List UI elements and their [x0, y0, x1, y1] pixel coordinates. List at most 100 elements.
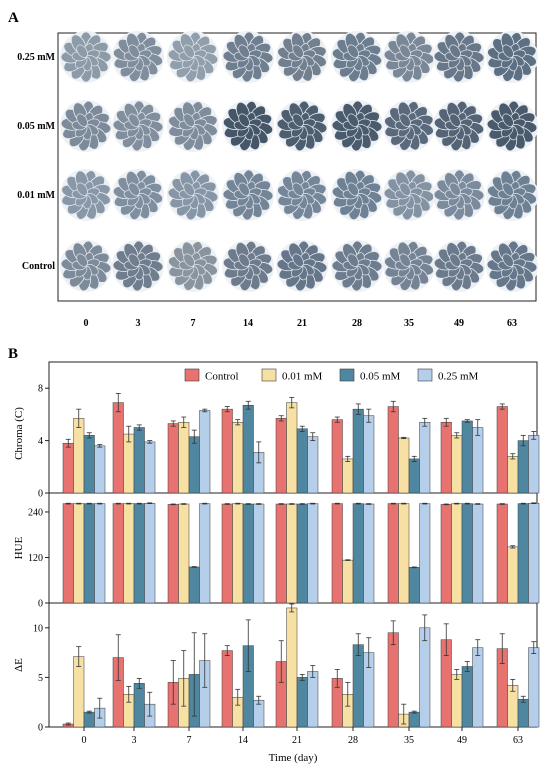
- bar: [199, 503, 211, 604]
- bar: [62, 442, 74, 494]
- x-tick-label: 14: [238, 735, 248, 746]
- seed-rosette-photo: [112, 100, 164, 152]
- seed-inner: [238, 253, 250, 267]
- bar: [507, 546, 519, 604]
- seed-rosette-photo: [383, 31, 435, 83]
- bar: [352, 408, 364, 494]
- seed-rosette-photo: [112, 169, 164, 221]
- seed-inner: [183, 113, 195, 127]
- bar: [408, 458, 420, 494]
- y-tick-label: 120: [28, 553, 43, 564]
- bar: [73, 656, 85, 728]
- seed-rosette-photo: [276, 169, 328, 221]
- seed-inner: [347, 253, 359, 267]
- bar: [461, 666, 473, 728]
- bar: [178, 422, 190, 494]
- seed-inner: [128, 182, 140, 196]
- seed-inner: [238, 113, 250, 127]
- seed-inner: [128, 44, 140, 58]
- bar: [253, 503, 265, 604]
- bar: [112, 402, 124, 494]
- bar: [123, 503, 135, 604]
- bar: [242, 503, 254, 604]
- seed-rosette-photo: [433, 169, 485, 221]
- seed-rosette-photo: [331, 31, 383, 83]
- bar: [83, 435, 95, 494]
- bar: [472, 503, 484, 604]
- x-tick-label: 7: [187, 735, 192, 746]
- seed-rosette-photo: [276, 31, 328, 83]
- bar: [517, 503, 529, 604]
- seed-inner: [399, 44, 411, 58]
- seed-inner: [399, 113, 411, 127]
- bar: [472, 647, 484, 728]
- seed-rosette-photo: [433, 31, 485, 83]
- column-label: 63: [507, 318, 517, 329]
- bar: [387, 632, 399, 728]
- bar: [419, 503, 431, 604]
- seed-inner: [238, 44, 250, 58]
- bar: [286, 402, 298, 494]
- bar: [419, 422, 431, 494]
- seed-rosette-photo: [60, 240, 112, 292]
- bar: [167, 423, 179, 494]
- bar: [461, 503, 473, 604]
- bar: [199, 410, 211, 494]
- seed-rosette-photo: [167, 100, 219, 152]
- legend-label: 0.25 mM: [438, 371, 479, 383]
- bar: [73, 503, 85, 604]
- legend-label: Control: [205, 371, 239, 383]
- bar: [133, 503, 145, 604]
- seed-inner: [449, 44, 461, 58]
- bar: [133, 683, 145, 728]
- column-label: 28: [352, 318, 362, 329]
- seed-rosette-photo: [167, 31, 219, 83]
- seed-rosette-photo: [112, 31, 164, 83]
- bar: [232, 422, 244, 494]
- bar: [342, 559, 354, 604]
- legend-swatch: [261, 368, 277, 382]
- x-tick-label: 3: [132, 735, 137, 746]
- y-axis-title: ΔE: [13, 658, 25, 672]
- y-tick-label: 8: [38, 384, 43, 395]
- seed-rosette-photo: [383, 169, 435, 221]
- legend-entry: Control: [184, 368, 239, 383]
- bar: [275, 503, 287, 604]
- bar: [528, 435, 540, 494]
- bar: [528, 647, 540, 728]
- bar: [112, 503, 124, 604]
- bar: [144, 441, 156, 494]
- seed-inner: [449, 253, 461, 267]
- bar: [451, 674, 463, 728]
- bar: [144, 502, 156, 604]
- legend-entry: 0.01 mM: [261, 368, 323, 383]
- column-label: 14: [243, 318, 253, 329]
- seed-inner: [292, 113, 304, 127]
- x-tick-label: 21: [292, 735, 302, 746]
- seed-rosette-photo: [486, 169, 538, 221]
- seed-rosette-photo: [276, 100, 328, 152]
- bar: [528, 502, 540, 604]
- seed-inner: [292, 44, 304, 58]
- bar: [451, 435, 463, 494]
- column-label: 3: [136, 318, 141, 329]
- seed-rosette-photo: [60, 31, 112, 83]
- bar: [83, 711, 95, 728]
- bar: [387, 503, 399, 604]
- seed-inner: [347, 44, 359, 58]
- seed-rosette-photo: [222, 169, 274, 221]
- seed-rosette-photo: [112, 240, 164, 292]
- seed-inner: [183, 182, 195, 196]
- bar: [451, 503, 463, 604]
- bar: [178, 503, 190, 604]
- bar: [221, 650, 233, 728]
- seed-rosette-photo: [60, 169, 112, 221]
- bar: [440, 422, 452, 494]
- seed-rosette-photo: [486, 240, 538, 292]
- panel-b-letter: B: [8, 346, 18, 362]
- row-label: 0.05 mM: [17, 121, 55, 132]
- bar: [517, 698, 529, 728]
- bar: [167, 504, 179, 604]
- bar: [242, 404, 254, 494]
- column-label: 35: [404, 318, 414, 329]
